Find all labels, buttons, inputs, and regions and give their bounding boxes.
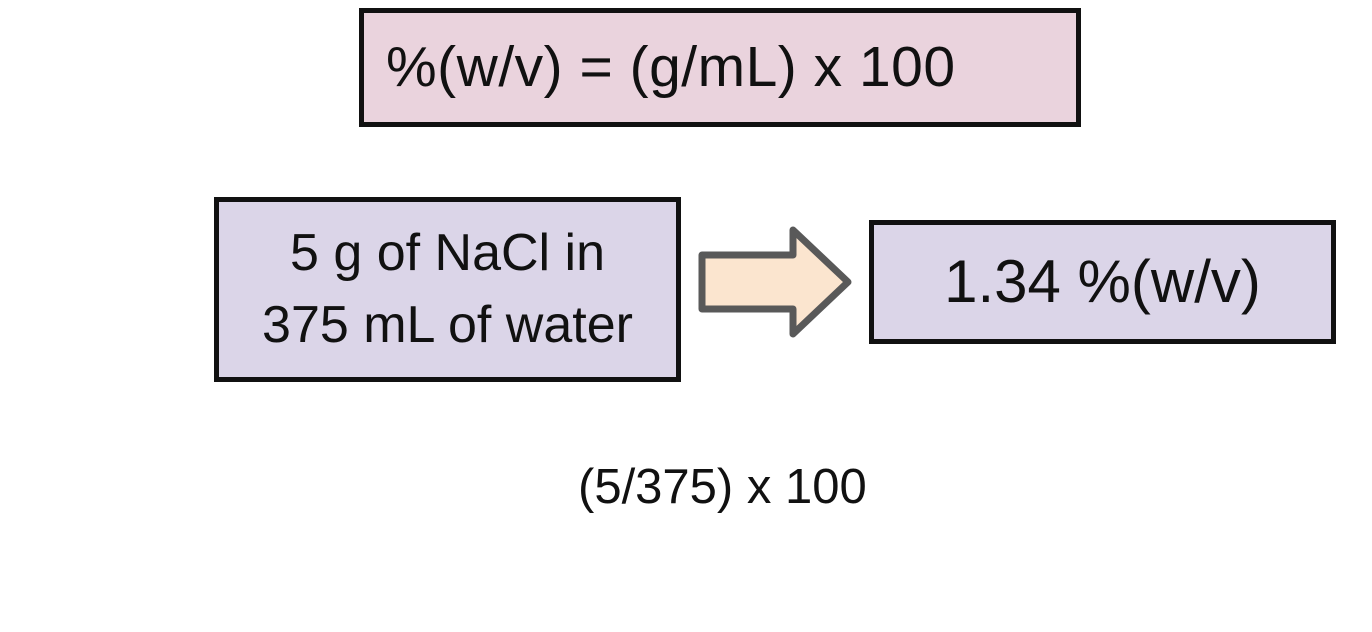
result-box: 1.34 %(w/v): [869, 220, 1336, 344]
formula-box: %(w/v) = (g/mL) x 100: [359, 8, 1081, 127]
result-text: 1.34 %(w/v): [944, 248, 1261, 315]
given-line-1: 5 g of NaCl in: [289, 223, 606, 282]
right-arrow-icon: [698, 226, 852, 338]
formula-text: %(w/v) = (g/mL) x 100: [386, 35, 956, 99]
given-box: 5 g of NaCl in 375 mL of water: [214, 197, 681, 382]
calculation-text: (5/375) x 100: [578, 460, 867, 514]
given-text: 5 g of NaCl in 375 mL of water: [262, 218, 633, 362]
given-line-2: 375 mL of water: [262, 295, 633, 354]
arrow-shape: [698, 226, 852, 338]
